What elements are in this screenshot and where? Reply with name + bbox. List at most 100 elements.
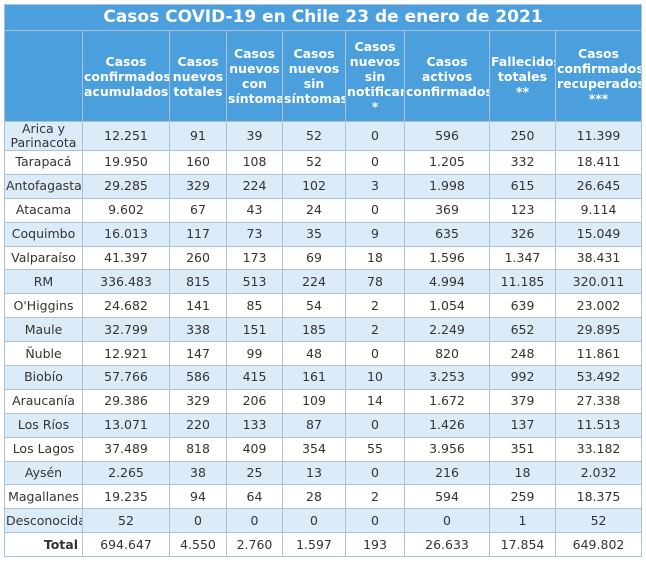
cell: 102 xyxy=(282,173,346,199)
cell: 29.895 xyxy=(554,317,643,343)
column-header: Casos nuevos con síntomas xyxy=(226,30,283,122)
region-name: Los Lagos xyxy=(4,436,83,462)
cell: 652 xyxy=(489,317,556,343)
corner-cell xyxy=(4,30,83,122)
cell: 369 xyxy=(404,197,490,223)
cell: 25 xyxy=(226,460,283,486)
title-row: Casos COVID-19 en Chile 23 de enero de 2… xyxy=(3,4,643,31)
cell: 19.235 xyxy=(82,484,170,510)
cell: 9.114 xyxy=(554,197,643,223)
cell: 220 xyxy=(169,412,227,438)
table-row: Desconocida 52 0 0 0 0 0 1 52 xyxy=(4,508,643,534)
cell: 0 xyxy=(282,508,346,534)
table-row: Tarapacá 19.950 160 108 52 0 1.205 332 18.411 xyxy=(4,150,643,175)
cell: 137 xyxy=(489,412,556,438)
data-table: Casos COVID-19 en Chile 23 de enero de 2… xyxy=(3,4,643,558)
cell: 2 xyxy=(345,484,405,510)
cell: 52 xyxy=(282,121,346,151)
cell: 415 xyxy=(226,365,283,390)
total-label: Total xyxy=(4,532,83,558)
cell: 3.253 xyxy=(404,365,490,390)
cell: 0 xyxy=(345,341,405,367)
cell: 329 xyxy=(169,173,227,199)
cell: 320.011 xyxy=(554,269,643,295)
total-cell: 4.550 xyxy=(169,532,227,558)
cell: 52 xyxy=(282,150,346,175)
total-cell: 694.647 xyxy=(82,532,170,558)
cell: 1.347 xyxy=(489,245,556,271)
cell: 64 xyxy=(226,484,283,510)
cell: 0 xyxy=(404,508,490,534)
cell: 11.399 xyxy=(554,121,643,151)
cell: 0 xyxy=(345,412,405,438)
cell: 57.766 xyxy=(82,365,170,390)
cell: 1.426 xyxy=(404,412,490,438)
cell: 586 xyxy=(169,365,227,390)
cell: 596 xyxy=(404,121,490,151)
table-row: Arica y Parinacota 12.251 91 39 52 0 596 250 11.… xyxy=(4,121,643,151)
cell: 108 xyxy=(226,150,283,175)
cell: 69 xyxy=(282,245,346,271)
region-name: Ñuble xyxy=(4,341,83,367)
cell: 37.489 xyxy=(82,436,170,462)
cell: 2.032 xyxy=(554,460,643,486)
cell: 41.397 xyxy=(82,245,170,271)
cell: 52 xyxy=(554,508,643,534)
table-row: Ñuble 12.921 147 99 48 0 820 248 11.861 xyxy=(4,341,643,367)
cell: 38.431 xyxy=(554,245,643,271)
cell: 379 xyxy=(489,388,556,414)
cell: 48 xyxy=(282,341,346,367)
cell: 224 xyxy=(226,173,283,199)
region-name: O'Higgins xyxy=(4,293,83,319)
table-row: O'Higgins 24.682 141 85 54 2 1.054 639 23.002 xyxy=(4,293,643,319)
cell: 1 xyxy=(489,508,556,534)
table-row: RM 336.483 815 513 224 78 4.994 11.185 320.011 xyxy=(4,269,643,295)
cell: 10 xyxy=(345,365,405,390)
cell: 39 xyxy=(226,121,283,151)
cell: 0 xyxy=(169,508,227,534)
cell: 13 xyxy=(282,460,346,486)
cell: 338 xyxy=(169,317,227,343)
cell: 351 xyxy=(489,436,556,462)
cell: 123 xyxy=(489,197,556,223)
cell: 53.492 xyxy=(554,365,643,390)
cell: 161 xyxy=(282,365,346,390)
region-name: Atacama xyxy=(4,197,83,223)
cell: 18 xyxy=(345,245,405,271)
cell: 13.071 xyxy=(82,412,170,438)
region-name: Maule xyxy=(4,317,83,343)
cell: 260 xyxy=(169,245,227,271)
cell: 85 xyxy=(226,293,283,319)
cell: 11.513 xyxy=(554,412,643,438)
cell: 24.682 xyxy=(82,293,170,319)
table-row: Maule 32.799 338 151 185 2 2.249 652 29.895 xyxy=(4,317,643,343)
cell: 4.994 xyxy=(404,269,490,295)
header-row: Casos confirmados acumulados Casos nuevos… xyxy=(4,30,643,122)
region-name: RM xyxy=(4,269,83,295)
cell: 29.386 xyxy=(82,388,170,414)
region-name: Biobío xyxy=(4,365,83,390)
table-title: Casos COVID-19 en Chile 23 de enero de 2… xyxy=(3,4,643,31)
cell: 0 xyxy=(345,197,405,223)
cell: 133 xyxy=(226,412,283,438)
total-cell: 1.597 xyxy=(282,532,346,558)
cell: 35 xyxy=(282,221,346,247)
cell: 0 xyxy=(345,121,405,151)
column-header: Casos confirmados acumulados xyxy=(82,30,170,122)
cell: 12.921 xyxy=(82,341,170,367)
table-row: Antofagasta 29.285 329 224 102 3 1.998 615 26.64… xyxy=(4,173,643,199)
cell: 354 xyxy=(282,436,346,462)
table-row: Araucanía 29.386 329 206 109 14 1.672 379 27.338 xyxy=(4,388,643,414)
region-name: Arica y Parinacota xyxy=(4,121,83,151)
cell: 0 xyxy=(226,508,283,534)
cell: 259 xyxy=(489,484,556,510)
column-header: Casos activos confirmados xyxy=(404,30,490,122)
cell: 18.411 xyxy=(554,150,643,175)
cell: 0 xyxy=(345,460,405,486)
region-name: Aysén xyxy=(4,460,83,486)
region-name: Desconocida xyxy=(4,508,83,534)
cell: 2 xyxy=(345,317,405,343)
cell: 248 xyxy=(489,341,556,367)
cell: 52 xyxy=(82,508,170,534)
cell: 67 xyxy=(169,197,227,223)
